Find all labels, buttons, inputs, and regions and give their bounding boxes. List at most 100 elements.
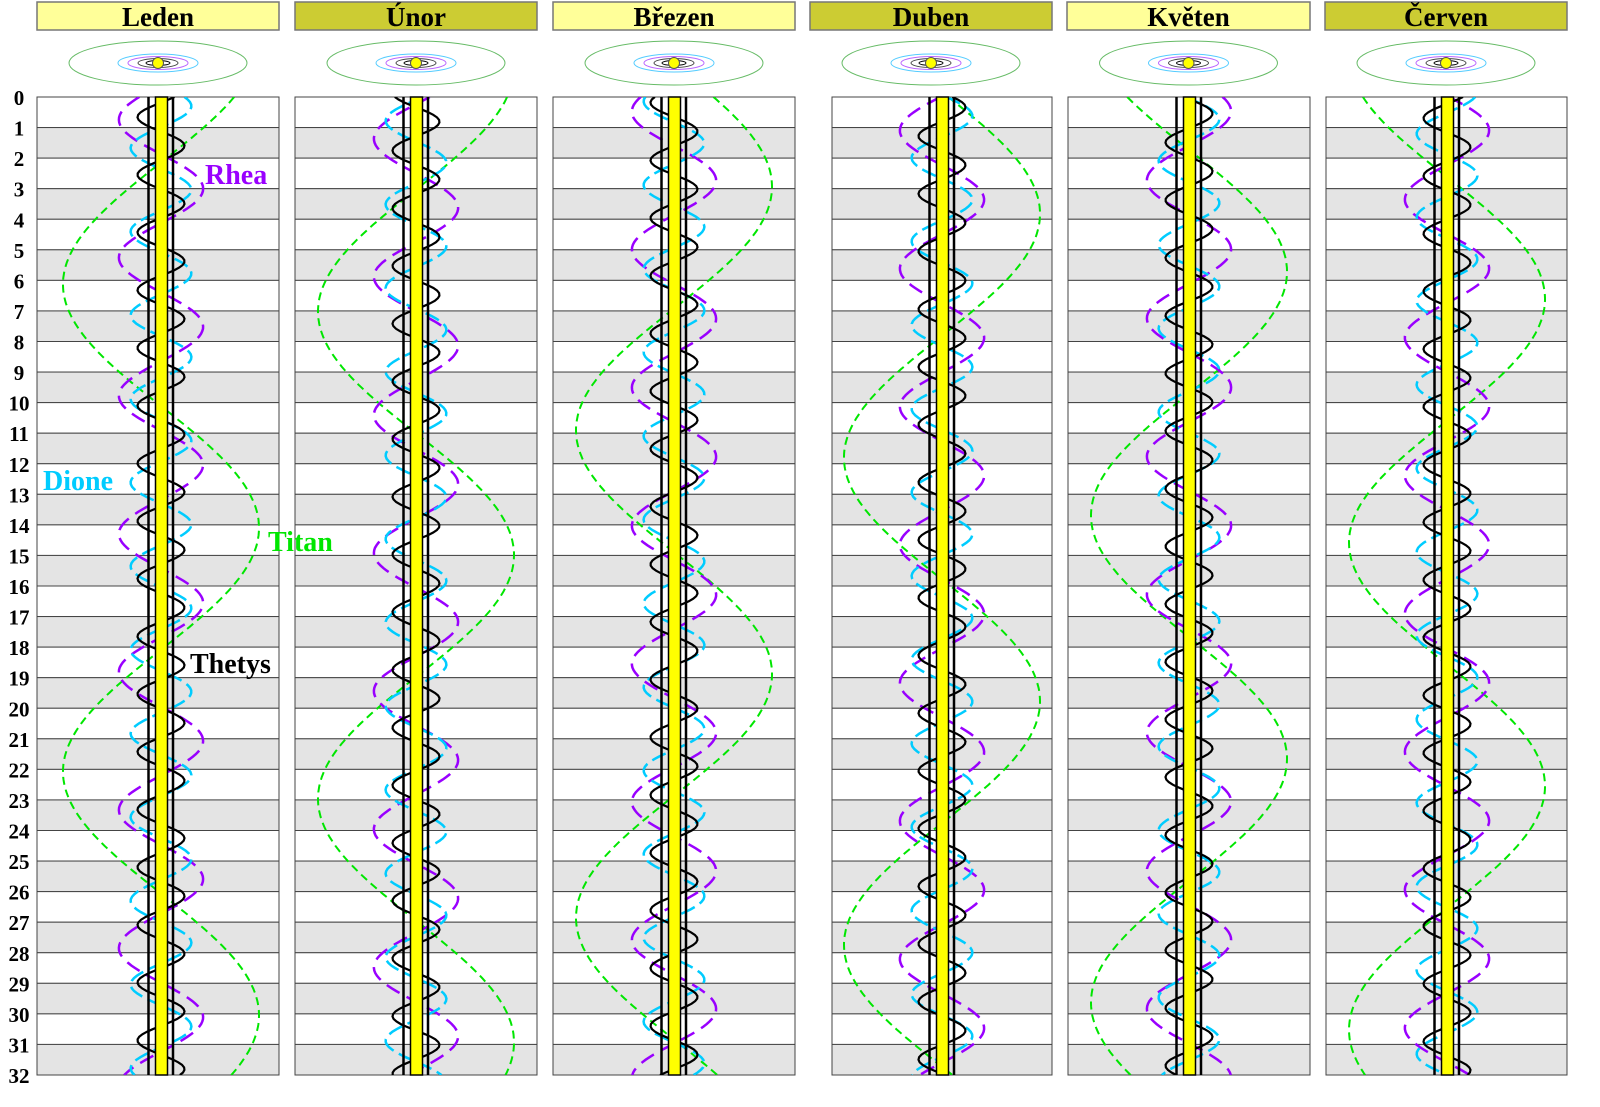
saturn-bar [935,96,950,1076]
moon-track-rhea [1145,97,1233,1075]
orbit-ellipse [1148,53,1229,73]
saturn-orbits-icon [584,40,764,86]
saturn-icon [668,57,680,69]
day-tick-label: 16 [9,575,30,599]
month-header-box [36,1,280,31]
moon-track-titan [62,97,260,1075]
day-tick-label: 25 [9,850,30,874]
month-panel-3: Duben [809,1,1053,1076]
saturn-bar [409,96,424,1076]
month-panel-2: Březen [552,1,796,1076]
month-panel-1: Únor [294,1,538,1076]
moon-track-titan [1090,97,1288,1075]
orbit-ellipse [1099,40,1278,86]
orbit-ellipse [127,56,189,70]
orbit-ellipse [117,53,199,73]
month-header-label: Červen [1404,2,1488,32]
orbit-ellipse [326,40,506,86]
saturn-icon [1182,57,1195,69]
orbit-ellipse [1158,56,1219,70]
day-tick-label: 17 [9,606,30,630]
day-tick-label: 30 [9,1003,30,1027]
saturn-orbits-icon [1356,40,1536,86]
orbit-ellipse [633,53,715,73]
saturn-icon [925,57,937,69]
saturn-bar [154,96,169,1076]
orbit-ellipse [890,53,972,73]
saturn-orbits-icon [68,40,248,86]
month-panel-0: Leden [36,1,280,1076]
moon-label-dione: Dione [43,466,113,497]
moon-track-dione [384,97,448,1075]
day-tick-label: 14 [9,514,31,538]
moon-track-thetys [917,97,967,1075]
day-tick-label: 10 [9,392,30,416]
month-header-box [552,1,796,31]
moon-track-rhea [630,97,718,1075]
moon-track-rhea [372,97,460,1075]
orbit-ellipse [68,40,248,86]
orbit-ellipse [841,40,1021,86]
month-header-label: Únor [386,2,446,32]
orbit-ellipse [385,56,447,70]
moon-track-titan [1348,97,1546,1075]
day-tick-label: 6 [14,269,25,293]
day-tick-label: 0 [14,86,25,110]
day-tick-label: 1 [14,117,25,141]
month-header-box [1324,1,1568,31]
orbit-ellipse [584,40,764,86]
orbit-ellipse [1405,53,1487,73]
day-tick-label: 24 [9,820,31,844]
day-tick-label: 21 [9,728,30,752]
saturn-bar [667,96,682,1076]
saturn-icon [410,57,422,69]
moon-track-dione [1415,97,1479,1075]
moon-track-rhea [117,97,205,1075]
day-tick-label: 28 [9,942,30,966]
day-tick-label: 15 [9,544,30,568]
day-tick-label: 31 [9,1033,30,1057]
day-tick-label: 12 [9,453,30,477]
saturn-icon [152,57,164,69]
day-tick-label: 20 [9,697,30,721]
saturn-icon [1440,57,1452,69]
day-tick-label: 9 [14,361,25,385]
orbit-ellipse [643,56,705,70]
moon-label-thetys: Thetys [190,649,271,680]
day-tick-label: 13 [9,483,30,507]
moon-track-titan [843,97,1041,1075]
day-tick-label: 29 [9,972,30,996]
day-tick-label: 23 [9,789,30,813]
moon-track-titan [575,97,773,1075]
orbit-ellipse [1356,40,1536,86]
month-header-box [1066,1,1311,31]
day-tick-label: 4 [14,208,25,232]
saturn-orbits-icon [1099,40,1278,86]
month-header-label: Duben [893,2,970,32]
month-header-label: Leden [122,2,194,32]
day-tick-label: 3 [14,178,25,202]
orbit-ellipse [900,56,962,70]
month-header-box [809,1,1053,31]
moon-label-titan: Titan [268,527,333,558]
day-tick-label: 18 [9,636,30,660]
month-header-label: Květen [1147,2,1229,32]
moon-track-thetys [391,97,441,1075]
orbit-ellipse [1415,56,1477,70]
day-tick-label: 2 [14,147,25,171]
day-tick-label: 7 [14,300,25,324]
moon-track-titan [317,97,515,1075]
day-tick-label: 8 [14,331,25,355]
day-tick-label: 11 [9,422,29,446]
saturn-orbits-icon [326,40,506,86]
day-tick-label: 22 [9,758,30,782]
day-tick-label: 32 [9,1064,30,1088]
saturn-bar [1440,96,1455,1076]
month-panel-5: Červen [1324,1,1568,1076]
day-tick-label: 26 [9,881,30,905]
orbit-ellipse [375,53,457,73]
month-header-box [294,1,538,31]
saturn-orbits-icon [841,40,1021,86]
day-tick-label: 5 [14,239,25,263]
